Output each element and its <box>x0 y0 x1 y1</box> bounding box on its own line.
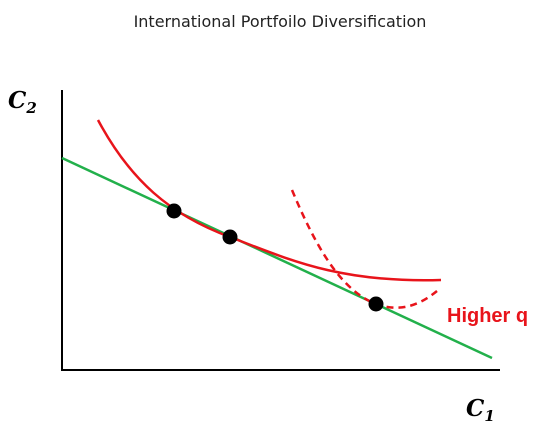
y-axis-label: C2 <box>8 87 37 117</box>
point <box>166 203 182 219</box>
indifference-curve-dashed <box>290 189 438 309</box>
symbol: C <box>466 395 485 422</box>
annotation: Higher q <box>447 305 528 327</box>
indifference-curve <box>96 119 442 282</box>
point <box>368 296 384 312</box>
title: International Portfoilo Diversification <box>134 12 427 31</box>
subscript: 2 <box>25 99 36 117</box>
x-axis-label: C1 <box>466 395 495 425</box>
budget-line <box>61 156 493 360</box>
symbol: C <box>8 87 27 114</box>
point <box>222 229 238 245</box>
subscript: 1 <box>484 407 494 425</box>
